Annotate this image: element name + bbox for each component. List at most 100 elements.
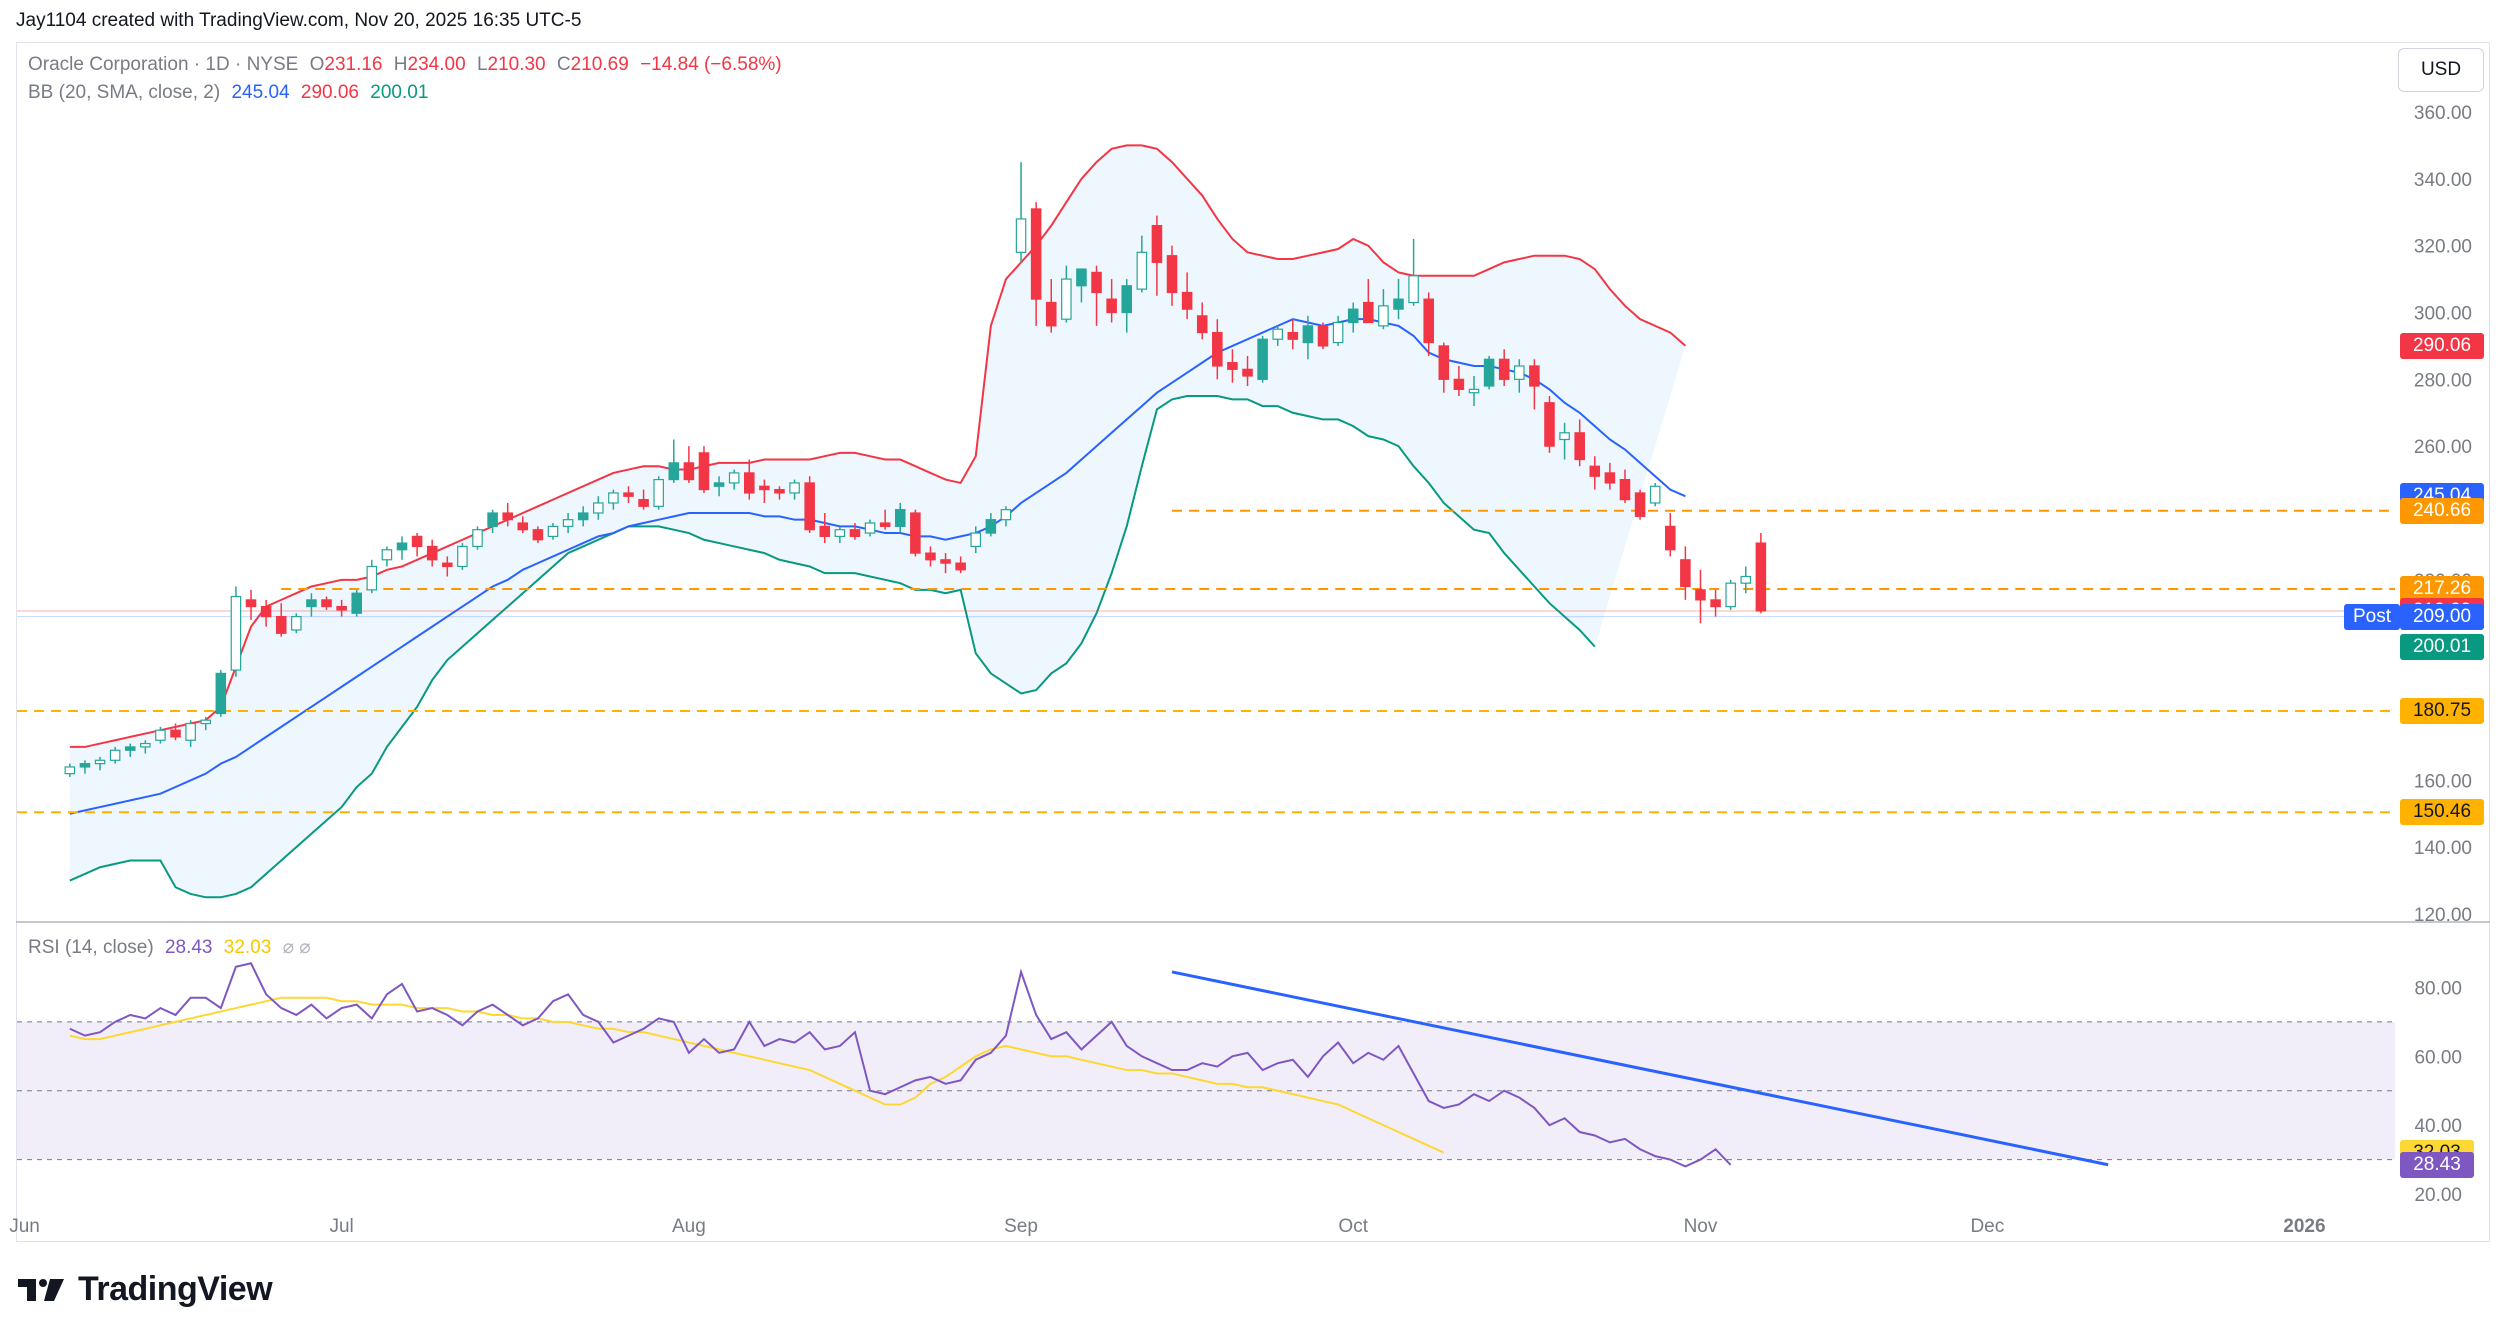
- ohlc-low: L210.30: [476, 54, 546, 75]
- candle-body: [864, 522, 876, 534]
- symbol-legend: Oracle Corporation · 1D · NYSE O231.16 H…: [28, 54, 788, 76]
- candle-body: [396, 542, 408, 551]
- candle-body: [879, 522, 891, 527]
- candle-body: [698, 452, 710, 491]
- candle-body: [1212, 331, 1223, 367]
- candle-body: [291, 615, 302, 631]
- tradingview-logo-icon: [18, 1278, 64, 1301]
- candle-body: [1423, 298, 1434, 344]
- tradingview-wordmark: TradingView: [78, 1270, 273, 1308]
- candle-body: [834, 529, 846, 537]
- rsi-legend[interactable]: RSI (14, close) 28.43 32.03 ⌀ ⌀: [28, 936, 317, 959]
- candle-body: [1106, 298, 1117, 314]
- candle-body: [1076, 268, 1087, 287]
- candle-body: [743, 472, 755, 494]
- candle-body: [411, 535, 423, 548]
- candle-body: [774, 489, 785, 494]
- bb-lower-value: 200.01: [370, 82, 429, 103]
- candle-body: [925, 552, 936, 561]
- candle-body: [1710, 599, 1721, 608]
- candle-body: [1000, 509, 1012, 521]
- candle-body: [728, 472, 740, 484]
- ohlc-open: O231.16: [309, 54, 383, 75]
- candle-body: [532, 529, 544, 541]
- rsi-ma-value: 32.03: [223, 937, 272, 958]
- candle-body: [638, 499, 649, 507]
- candle-body: [275, 615, 287, 634]
- candle-body: [1755, 542, 1767, 612]
- candle-body: [1287, 331, 1299, 340]
- candle-body: [1045, 301, 1057, 327]
- price-tick-label: 260.00: [2414, 437, 2472, 458]
- candle-body: [472, 529, 483, 548]
- candle-body: [336, 605, 347, 611]
- candle-body: [321, 599, 332, 608]
- candle-body: [1634, 492, 1646, 517]
- candle-body: [1680, 559, 1691, 588]
- candle-body: [442, 562, 453, 568]
- candle-body: [200, 719, 212, 725]
- symbol-title: Oracle Corporation · 1D · NYSE: [28, 54, 299, 75]
- candle-body: [759, 485, 770, 491]
- candle-body: [1529, 365, 1540, 387]
- currency-button[interactable]: USD: [2398, 48, 2484, 92]
- candle-body: [1332, 321, 1344, 344]
- candle-body: [608, 492, 619, 504]
- rsi-label: RSI (14, close): [28, 937, 154, 958]
- candle-body: [426, 545, 438, 561]
- candle-body: [381, 549, 393, 561]
- ohlc-high: H234.00: [393, 54, 466, 75]
- bb-legend[interactable]: BB (20, SMA, close, 2) 245.04 290.06 200…: [28, 82, 434, 104]
- candle-body: [245, 599, 257, 608]
- rsi-tick-label: 60.00: [2414, 1047, 2462, 1068]
- ohlc-close: C210.69: [556, 54, 629, 75]
- candle-body: [64, 766, 76, 775]
- candle-body: [1408, 275, 1419, 304]
- rsi-tick-label: 80.00: [2414, 978, 2462, 999]
- candle-body: [487, 512, 498, 527]
- bb-upper-value: 290.06: [300, 82, 359, 103]
- candle-body: [1649, 485, 1661, 504]
- bb-lower-line: [69, 395, 1596, 899]
- time-axis-label: Nov: [1684, 1216, 1718, 1237]
- candle-body: [562, 519, 574, 527]
- candle-body: [1453, 378, 1465, 390]
- candle-body: [1544, 402, 1555, 447]
- candle-body: [970, 532, 982, 548]
- candle-body: [109, 749, 121, 761]
- candle-body: [155, 729, 166, 741]
- candle-body: [577, 512, 589, 521]
- price-tag: 200.01: [2400, 633, 2484, 660]
- rsi-line: [69, 962, 1732, 1168]
- candle-body: [1483, 358, 1495, 387]
- rsi-tick-label: 20.00: [2414, 1185, 2462, 1206]
- candle-body: [955, 562, 966, 571]
- candle-body: [1091, 271, 1102, 294]
- candle-body: [124, 746, 136, 751]
- candle-body: [1257, 338, 1268, 380]
- candle-body: [1015, 218, 1027, 253]
- candle-body: [366, 565, 378, 591]
- candle-body: [1136, 251, 1148, 290]
- ohlc-change: −14.84 (−6.58%): [640, 54, 782, 75]
- candle-body: [185, 722, 196, 741]
- candle-body: [1740, 575, 1752, 584]
- candle-body: [1468, 388, 1480, 394]
- price-tick-label: 300.00: [2414, 304, 2472, 325]
- time-axis-label: Dec: [1970, 1216, 2004, 1237]
- candle-body: [894, 509, 906, 527]
- candle-body: [1347, 308, 1359, 324]
- price-tick-label: 120.00: [2414, 905, 2472, 926]
- candle-body: [1166, 255, 1178, 294]
- candle-body: [1393, 298, 1404, 310]
- price-tick-label: 140.00: [2414, 838, 2472, 859]
- candle-body: [1695, 589, 1706, 601]
- tradingview-logo[interactable]: TradingView: [16, 1270, 273, 1309]
- price-tag: 180.75: [2400, 697, 2484, 724]
- candle-body: [1619, 478, 1631, 501]
- candle-body: [819, 525, 831, 537]
- candle-body: [1272, 328, 1283, 340]
- candle-body: [804, 482, 815, 531]
- price-tick-label: 340.00: [2414, 170, 2472, 191]
